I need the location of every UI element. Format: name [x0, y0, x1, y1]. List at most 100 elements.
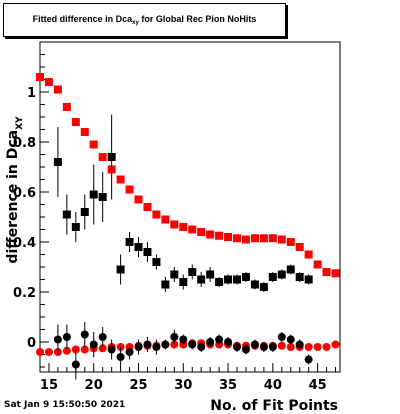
data-point-square — [233, 234, 242, 243]
data-point-square — [233, 275, 242, 284]
data-point-square — [98, 153, 107, 161]
data-point-square — [143, 248, 152, 256]
data-point-square — [161, 280, 170, 289]
chart-title-sub: xy — [132, 20, 139, 26]
data-point-square — [295, 273, 304, 281]
data-point-square — [53, 85, 62, 94]
data-point-circle — [62, 346, 71, 355]
data-point-square — [179, 223, 188, 231]
y-axis-label: difference in DcaXY — [5, 116, 25, 264]
data-point-square — [107, 153, 116, 161]
data-point-circle — [215, 335, 224, 344]
data-point-square — [80, 208, 89, 216]
data-point-square — [143, 203, 152, 211]
data-point-square — [241, 235, 250, 244]
data-point-square — [241, 273, 250, 281]
data-point-square — [304, 250, 313, 259]
data-point-circle — [98, 344, 107, 353]
x-tick-label: 25 — [129, 378, 147, 393]
data-marks — [36, 73, 340, 380]
data-point-square — [250, 280, 259, 289]
data-point-square — [206, 230, 215, 239]
data-point-circle — [277, 333, 286, 341]
x-tick-label: 20 — [85, 378, 103, 393]
data-point-square — [188, 225, 197, 234]
data-point-circle — [250, 340, 259, 349]
data-point-circle — [241, 345, 250, 354]
data-point-square — [62, 103, 71, 111]
data-point-square — [36, 73, 44, 81]
data-point-circle — [152, 343, 161, 351]
data-point-circle — [313, 343, 322, 351]
data-point-circle — [295, 340, 304, 349]
x-tick-label: 30 — [174, 378, 192, 393]
data-point-circle — [206, 338, 215, 346]
data-point-circle — [107, 345, 116, 354]
y-tick-label: 0 — [27, 336, 36, 351]
data-point-square — [125, 238, 134, 246]
data-point-circle — [161, 340, 170, 349]
data-point-square — [71, 223, 80, 231]
data-point-circle — [36, 348, 44, 356]
data-point-square — [313, 260, 322, 269]
data-point-circle — [197, 343, 206, 351]
data-point-square — [170, 220, 179, 229]
data-point-square — [215, 278, 224, 286]
y-tick-label: 1 — [27, 86, 36, 101]
plot-frame — [39, 41, 341, 373]
data-point-square — [206, 270, 215, 279]
data-point-square — [116, 265, 125, 274]
data-point-square — [331, 269, 340, 278]
data-point-square — [286, 265, 295, 274]
data-point-circle — [277, 341, 286, 350]
data-point-circle — [304, 343, 313, 351]
data-point-circle — [98, 333, 107, 341]
data-point-square — [179, 278, 188, 286]
data-point-circle — [268, 343, 277, 351]
y-axis: 0 0.2 0.4 0.6 0.8 1 — [13, 41, 49, 368]
data-point-circle — [71, 360, 80, 369]
data-point-square — [53, 158, 62, 166]
data-point-square — [134, 243, 143, 251]
y-axis-label-main: difference in Dca — [5, 130, 21, 264]
data-point-square — [277, 235, 286, 244]
y-tick-label: 0.4 — [13, 236, 36, 251]
x-tick-label: 15 — [40, 378, 58, 393]
data-point-circle — [322, 343, 331, 351]
data-point-square — [224, 233, 233, 241]
data-point-square — [259, 234, 268, 243]
data-point-circle — [80, 330, 89, 339]
chart-title: Fitted difference in Dcaxy for Global Re… — [33, 14, 257, 26]
data-point-circle — [188, 340, 197, 349]
data-point-square — [80, 128, 89, 136]
data-point-square — [98, 193, 107, 201]
data-point-circle — [179, 335, 188, 344]
data-point-circle — [259, 343, 268, 351]
data-point-square — [89, 140, 98, 149]
data-point-square — [197, 228, 206, 236]
y-axis-label-sub: XY — [15, 116, 25, 130]
data-point-circle — [134, 343, 143, 351]
timestamp: Sat Jan 9 15:50:50 2021 — [4, 400, 126, 410]
data-point-square — [152, 210, 161, 219]
x-tick-label: 35 — [219, 378, 237, 393]
data-point-circle — [44, 348, 53, 356]
data-point-circle — [224, 338, 233, 346]
data-point-square — [268, 234, 277, 243]
data-point-square — [215, 231, 224, 240]
chart-title-box: Fitted difference in Dcaxy for Global Re… — [3, 3, 286, 37]
data-point-square — [295, 243, 304, 251]
data-point-square — [259, 283, 268, 291]
x-axis-label: No. of Fit Points — [210, 398, 338, 414]
data-point-circle — [143, 340, 152, 349]
data-point-square — [188, 268, 197, 276]
x-tick-label: 40 — [264, 378, 282, 393]
data-point-square — [268, 273, 277, 281]
data-point-circle — [53, 335, 62, 344]
chart-title-rest: for Global Rec Pion NoHits — [138, 14, 257, 24]
data-point-square — [71, 118, 80, 126]
data-point-circle — [89, 340, 98, 349]
x-axis: 15 20 25 30 35 40 45 — [39, 363, 337, 393]
data-point-square — [134, 195, 143, 204]
